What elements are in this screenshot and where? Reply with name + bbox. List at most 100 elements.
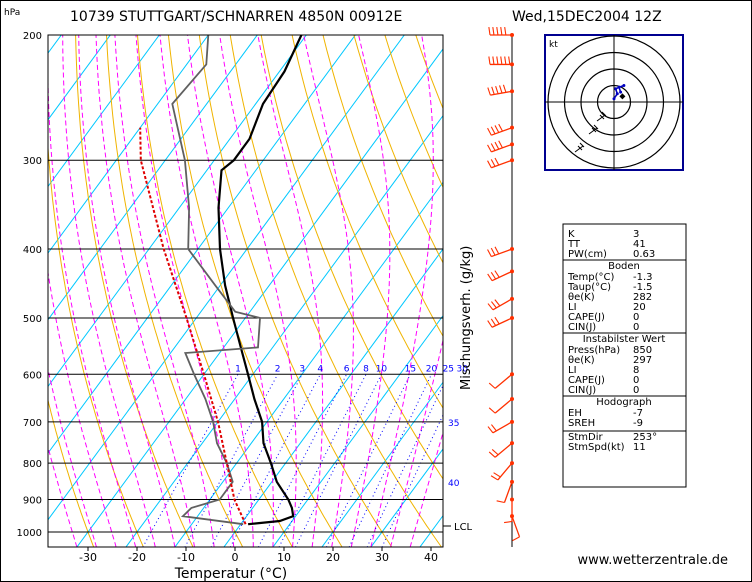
dry-adiabat bbox=[291, 35, 443, 409]
hodograph-point bbox=[614, 87, 618, 91]
hodo-header: Hodograph bbox=[596, 397, 651, 408]
hodograph-point bbox=[615, 92, 619, 96]
skewt-plot-area: 200 300 400 500 600 700 800 900 1000 -30 -20 -10 0 1… bbox=[17, 31, 469, 564]
index-row-value: 41 bbox=[633, 239, 646, 250]
instab-row-value: 0 bbox=[633, 375, 639, 386]
wind-barb bbox=[490, 461, 514, 481]
instab-row-value: 8 bbox=[633, 365, 639, 376]
storm-row-label: StmSpd(kt) bbox=[568, 442, 625, 453]
pressure-tick-label: 700 bbox=[23, 418, 42, 429]
moist-adiabat bbox=[219, 35, 297, 547]
pressure-tick-label: 1000 bbox=[17, 528, 42, 539]
hodograph: kt bbox=[544, 34, 684, 171]
website-credit: www.wetterzentrale.de bbox=[578, 553, 728, 568]
mixing-ratio-label: 10 bbox=[376, 364, 388, 374]
instab-row-label: Press(hPa) bbox=[568, 345, 620, 356]
pressure-tick-label: 800 bbox=[23, 459, 42, 470]
moist-adiabat bbox=[48, 35, 137, 547]
hodograph-ring-mark bbox=[596, 111, 607, 122]
boden-row-label: LI bbox=[568, 302, 577, 313]
mixing-ratio-label: 1 bbox=[235, 364, 241, 374]
instab-row-label: LI bbox=[568, 365, 577, 376]
boden-row-value: -1.3 bbox=[633, 272, 653, 283]
wind-barb bbox=[487, 296, 514, 311]
mixing-ratio-label: 20 bbox=[426, 364, 438, 374]
mixing-ratio-line bbox=[210, 374, 303, 547]
temperature-trace bbox=[217, 35, 303, 526]
isotherm bbox=[76, 48, 443, 547]
dry-adiabat bbox=[136, 35, 293, 547]
hodo-row-value: -7 bbox=[633, 408, 643, 419]
storm-row-label: StmDir bbox=[568, 432, 603, 443]
moist-adiabat bbox=[78, 35, 176, 547]
moist-adiabat bbox=[48, 269, 117, 547]
index-row-value: 3 bbox=[633, 229, 639, 240]
hodograph-point bbox=[612, 97, 616, 101]
mixing-ratio-label: 25 bbox=[443, 364, 454, 374]
mixing-ratio-label: 15 bbox=[405, 364, 416, 374]
instab-row-label: CAPE(J) bbox=[568, 375, 605, 386]
moist-adiabat bbox=[48, 366, 97, 547]
isotherm bbox=[223, 248, 443, 547]
dry-adiabat bbox=[260, 35, 443, 480]
instab-row-value: 297 bbox=[633, 355, 652, 366]
boden-row-label: θe(K) bbox=[568, 292, 595, 303]
temperature-tick-label: 0 bbox=[232, 551, 239, 564]
dry-adiabat bbox=[48, 398, 95, 547]
wind-barb bbox=[510, 514, 521, 542]
moist-adiabat bbox=[390, 338, 443, 547]
hodograph-unit-label: kt bbox=[549, 40, 558, 50]
mixing-ratio-label: 2 bbox=[275, 364, 281, 374]
boden-row-value: 282 bbox=[633, 292, 652, 303]
boden-row-value: 20 bbox=[633, 302, 646, 313]
boden-row-value: 0 bbox=[633, 312, 639, 323]
wind-barbs bbox=[487, 27, 521, 542]
wind-barb bbox=[487, 246, 514, 258]
isotherm bbox=[48, 35, 405, 521]
moist-adiabat bbox=[95, 35, 195, 547]
pressure-tick-label: 900 bbox=[23, 495, 42, 506]
isotherm bbox=[48, 35, 307, 388]
instab-row-value: 0 bbox=[633, 385, 639, 396]
dry-adiabat bbox=[48, 140, 144, 547]
hodograph-point bbox=[619, 90, 623, 94]
station-title: 10739 STUTTGART/SCHNARREN 4850N 00912E bbox=[70, 9, 402, 25]
temperature-axis-label: Temperatur (°C) bbox=[174, 566, 288, 582]
dry-adiabat bbox=[75, 35, 194, 547]
wind-barb bbox=[488, 396, 514, 414]
pressure-unit-label: hPa bbox=[4, 8, 20, 18]
lcl-label: LCL bbox=[454, 522, 473, 533]
mixing-ratio-label: 3 bbox=[299, 364, 305, 374]
mixing-ratio-line bbox=[142, 374, 239, 547]
mixing-ratio-label: 30 bbox=[457, 364, 469, 374]
dry-adiabat bbox=[105, 35, 244, 547]
wind-barb bbox=[487, 140, 514, 153]
plot-frame bbox=[47, 34, 444, 548]
moist-adiabat bbox=[370, 35, 434, 547]
datetime-label: Wed,15DEC2004 12Z bbox=[512, 9, 662, 25]
indices-table-frame bbox=[562, 223, 687, 488]
boden-row-value: 0 bbox=[633, 322, 639, 333]
temperature-tick-label: 30 bbox=[375, 551, 389, 564]
wind-barb bbox=[488, 372, 514, 389]
moist-adiabat bbox=[186, 35, 274, 547]
isotherm bbox=[174, 181, 443, 547]
pressure-tick-label: 200 bbox=[23, 31, 42, 42]
instab-header: Instabilster Wert bbox=[583, 334, 666, 345]
diagram-background-lines bbox=[48, 35, 443, 547]
boden-row-label: Taup(°C) bbox=[567, 282, 611, 293]
mixing-ratio-labels: 1 2 3 4 6 8 10 15 20 25 30 35 40 bbox=[235, 364, 468, 489]
wind-speed-label: 40 bbox=[448, 479, 460, 489]
isotherm bbox=[321, 381, 443, 547]
pressure-tick-label: 500 bbox=[23, 314, 42, 325]
moist-adiabat bbox=[135, 35, 235, 547]
hodograph-point bbox=[617, 85, 621, 89]
moist-adiabat bbox=[62, 35, 156, 547]
wind-barb bbox=[488, 441, 514, 458]
storm-motion-marker bbox=[619, 93, 626, 100]
instab-row-label: CIN(J) bbox=[568, 385, 596, 396]
dry-adiabat bbox=[322, 35, 443, 338]
dewpoint-trace bbox=[171, 35, 261, 526]
wind-speed-label: 35 bbox=[448, 419, 459, 429]
